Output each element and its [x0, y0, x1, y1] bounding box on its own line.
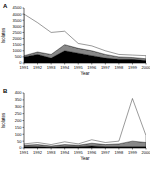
x-axis [24, 63, 146, 64]
y-tick-label: 350 [15, 97, 22, 102]
panel: A050010001500200025003000350040004500199… [1, 3, 150, 76]
y-tick-label: 300 [15, 104, 22, 109]
y-axis [24, 93, 25, 148]
x-tick-label: 1993 [47, 150, 57, 155]
y-tick-label: 4000 [13, 12, 23, 17]
x-tick-label: 1999 [128, 150, 138, 155]
y-tick-label: 250 [15, 111, 22, 116]
y-tick [23, 32, 25, 33]
y-tick [23, 127, 25, 128]
y-tick [23, 134, 25, 135]
area [24, 14, 146, 59]
y-tick-label: 200 [15, 118, 22, 123]
y-axis-label: Isolates [1, 112, 6, 128]
panel: B050100150200250300350400199119921993199… [1, 88, 150, 161]
y-tick [23, 141, 25, 142]
x-tick-label: 1991 [20, 65, 30, 70]
y-tick [23, 44, 25, 45]
y-tick [23, 20, 25, 21]
y-tick [23, 113, 25, 114]
y-tick [23, 148, 25, 149]
y-tick [23, 14, 25, 15]
x-tick-label: 1999 [128, 65, 138, 70]
y-tick [23, 8, 25, 9]
x-tick-label: 1992 [33, 150, 43, 155]
y-axis [24, 8, 25, 63]
x-tick-label: 1998 [114, 65, 124, 70]
x-tick-label: 1994 [60, 150, 70, 155]
y-tick-label: 4500 [13, 5, 23, 10]
y-tick [23, 93, 25, 94]
panel-title: A [3, 3, 8, 9]
y-tick [23, 99, 25, 100]
x-tick-label: 1992 [33, 65, 43, 70]
y-tick-label: 500 [15, 54, 22, 59]
y-tick-label: 3000 [13, 24, 23, 29]
x-tick-label: 1995 [74, 150, 84, 155]
y-tick [23, 106, 25, 107]
x-tick-label: 1996 [87, 150, 97, 155]
y-tick [23, 120, 25, 121]
y-tick-label: 1000 [13, 48, 23, 53]
x-tick-label: 1997 [101, 150, 111, 155]
plot-area [24, 99, 146, 149]
x-tick-label: 2000 [142, 150, 150, 155]
figure: A050010001500200025003000350040004500199… [0, 0, 150, 170]
y-tick-label: 150 [15, 125, 22, 130]
x-tick-label: 1996 [87, 65, 97, 70]
panel-title: B [3, 88, 8, 94]
x-axis-label: Year [80, 156, 90, 161]
x-tick-label: 1993 [47, 65, 57, 70]
x-axis-label: Year [80, 71, 90, 76]
y-tick [23, 63, 25, 64]
plot-area [24, 14, 146, 63]
y-tick-label: 100 [15, 132, 22, 137]
x-tick-label: 1995 [74, 65, 84, 70]
y-tick-label: 2000 [13, 36, 23, 41]
y-tick [23, 38, 25, 39]
x-tick-label: 2000 [142, 65, 150, 70]
x-tick-label: 1994 [60, 65, 70, 70]
y-tick [23, 56, 25, 57]
x-tick-label: 1998 [114, 150, 124, 155]
x-axis [24, 148, 146, 149]
area [24, 99, 146, 146]
y-tick-label: 3500 [13, 18, 23, 23]
y-tick-label: 1500 [13, 42, 23, 47]
y-tick-label: 2500 [13, 30, 23, 35]
y-axis-label: Isolates [1, 27, 6, 43]
x-tick-label: 1991 [20, 150, 30, 155]
y-tick [23, 26, 25, 27]
y-tick [23, 50, 25, 51]
y-tick-label: 50 [17, 139, 22, 144]
x-tick-label: 1997 [101, 65, 111, 70]
y-tick-label: 400 [15, 90, 22, 95]
